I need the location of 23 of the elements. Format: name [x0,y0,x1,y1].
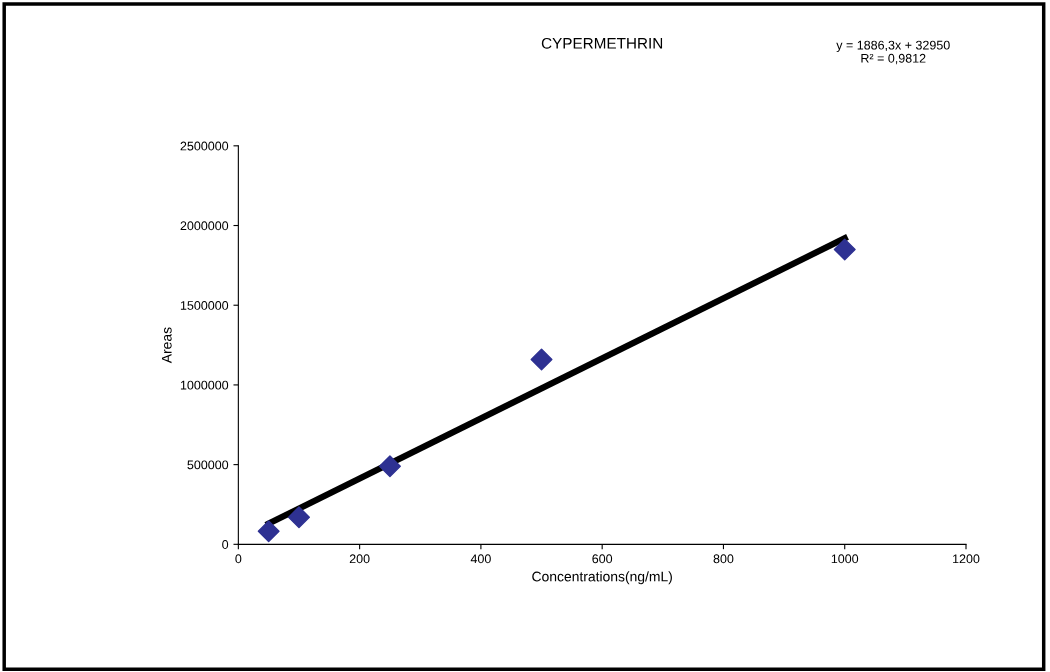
y-axis-title: Areas [161,327,172,364]
point [257,520,280,543]
x-tick-label: 1000 [831,554,859,564]
text: y = 1886,3x + 32950 [836,40,950,53]
point [287,506,310,529]
point [378,455,401,478]
y-tick-label: 1500000 [180,301,229,310]
x-tick-label: 400 [470,554,491,564]
text: R² = 0,9812 [861,53,926,65]
y-tick-label: 1000000 [180,380,229,390]
chart-title: CYPERMETHRIN [541,37,663,49]
x-tick-label: 600 [592,554,613,564]
y-tick-label: 0 [222,540,229,549]
x-tick-label: 800 [713,554,734,564]
y-tick-label: 2000000 [180,221,229,231]
x-tick-label: 200 [349,554,370,564]
y-tick-label: 2500000 [180,141,229,151]
x-axis-title: Concentrations(ng/mL) [532,571,672,585]
y-tick-label: 500000 [187,460,229,470]
x-tick-label: 0 [235,554,242,564]
x-tick-label: 1200 [953,554,980,564]
point [530,348,553,371]
point [833,238,856,261]
